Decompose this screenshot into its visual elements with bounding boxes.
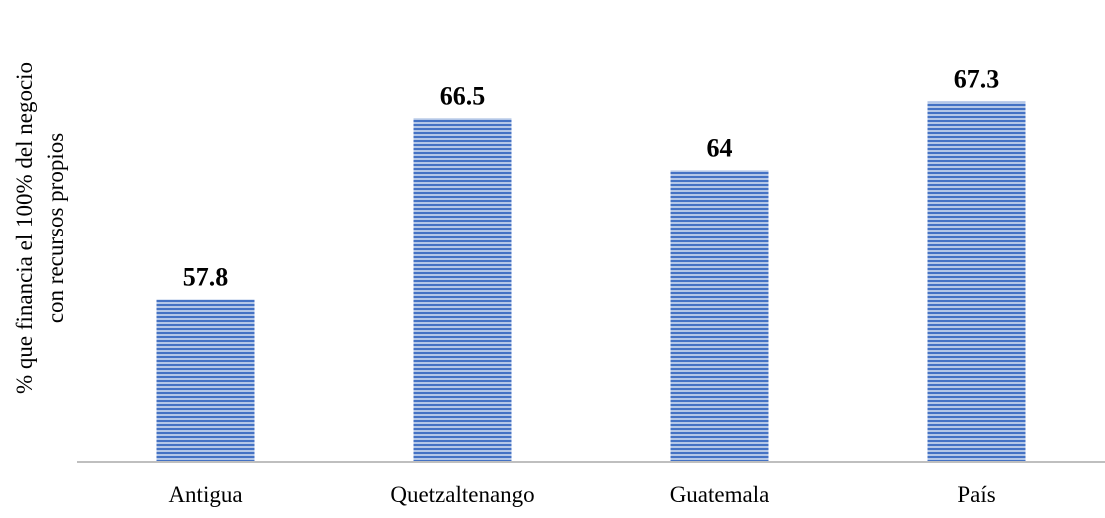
bar-4 [927, 101, 1026, 463]
bar-3 [670, 170, 769, 462]
bars [156, 101, 1026, 463]
x-tick-label-4: País [957, 482, 995, 507]
value-labels: 57.8 66.5 64 67.3 [183, 65, 1000, 292]
x-tick-labels: Antigua Quetzaltenango Guatemala País [168, 482, 995, 507]
bar-2 [413, 118, 512, 463]
x-tick-label-3: Guatemala [670, 482, 770, 507]
value-label-3: 64 [707, 133, 733, 162]
value-label-1: 57.8 [183, 263, 229, 292]
value-label-2: 66.5 [440, 81, 486, 110]
bar-1 [156, 299, 255, 462]
x-tick-label-2: Quetzaltenango [390, 482, 534, 507]
y-axis-label-line-1: % que financia el 100% del negocio [12, 62, 37, 394]
value-label-4: 67.3 [954, 65, 1000, 94]
x-tick-label-1: Antigua [168, 482, 242, 507]
y-axis-label: % que financia el 100% del negocio con r… [12, 62, 68, 394]
y-axis-label-line-2: con recursos propios [43, 133, 68, 323]
